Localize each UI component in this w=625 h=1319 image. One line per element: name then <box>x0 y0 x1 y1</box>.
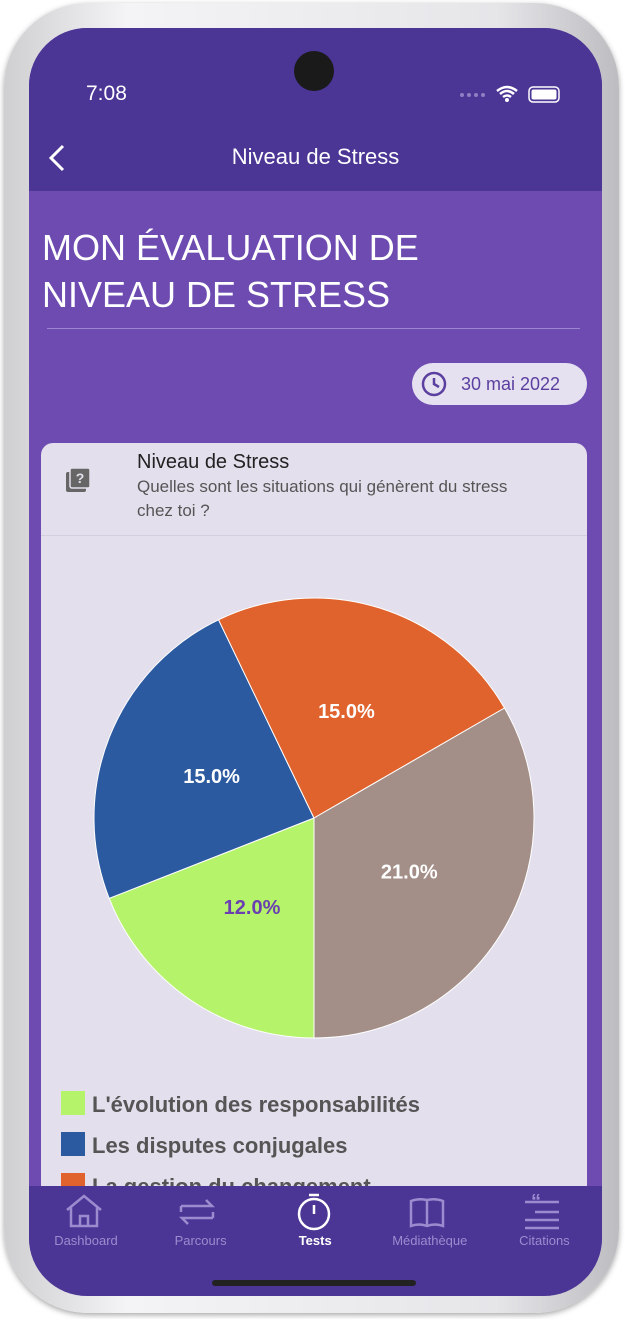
tab-label[interactable]: Citations <box>519 1233 570 1248</box>
divider <box>47 328 580 329</box>
legend-swatch <box>61 1091 85 1115</box>
screen: 7:08 Niveau de Stress MON ÉVALUATION DE … <box>29 28 602 1296</box>
question-card: ? Niveau de Stress Quelles sont les situ… <box>41 443 587 1296</box>
date: 30 mai 2022 <box>461 374 561 394</box>
pie-slice <box>108 817 315 1039</box>
separator <box>41 535 587 536</box>
header-title: Niveau de Stress <box>231 144 400 169</box>
tab-bar: “ Dashboard Parcours Tests Médiathèque Citat… <box>29 1186 602 1296</box>
slice-label: 15.0% <box>318 701 375 723</box>
home-indicator <box>212 1280 416 1286</box>
pie-slice <box>93 619 315 900</box>
slice-label: 12.0% <box>224 897 281 919</box>
tab-label[interactable]: Médiathèque <box>392 1233 468 1248</box>
tab-label[interactable]: Tests <box>298 1233 332 1248</box>
tab-label[interactable]: Parcours <box>174 1233 227 1248</box>
legend-label: L'évolution des responsabilités <box>92 1092 420 1117</box>
date-pill: 30 mai 2022 <box>412 363 587 405</box>
legend-label: Les disputes conjugales <box>92 1133 348 1158</box>
pie-chart: 12.0% 15.0% 15.0% 21.0% <box>93 597 535 1039</box>
slice-label: 15.0% <box>183 766 240 788</box>
page-title: MON ÉVALUATION DE NIVEAU DE STRESS <box>42 227 419 315</box>
tab-label[interactable]: Dashboard <box>54 1233 118 1248</box>
legend-item: Les disputes conjugales <box>61 1132 348 1158</box>
status-icons <box>460 85 560 103</box>
slice-label: 21.0% <box>381 861 438 883</box>
legend-item: L'évolution des responsabilités <box>61 1091 420 1117</box>
status-time: 7:08 <box>86 82 127 105</box>
back-button[interactable] <box>45 143 69 173</box>
question-icon: ? <box>66 467 91 492</box>
camera <box>294 51 334 91</box>
phone-frame: 7:08 Niveau de Stress MON ÉVALUATION DE … <box>4 3 619 1313</box>
tab-icons: “ <box>66 1192 559 1231</box>
pie-slice <box>313 707 535 1039</box>
question-text: Quelles sont les situations qui génèrent… <box>137 477 508 520</box>
clock-icon <box>421 371 447 397</box>
svg-text:?: ? <box>76 470 85 486</box>
pie-slice <box>217 597 506 819</box>
legend-swatch <box>61 1132 85 1156</box>
question-category: Niveau de Stress <box>137 451 290 473</box>
svg-text:“: “ <box>531 1192 541 1213</box>
